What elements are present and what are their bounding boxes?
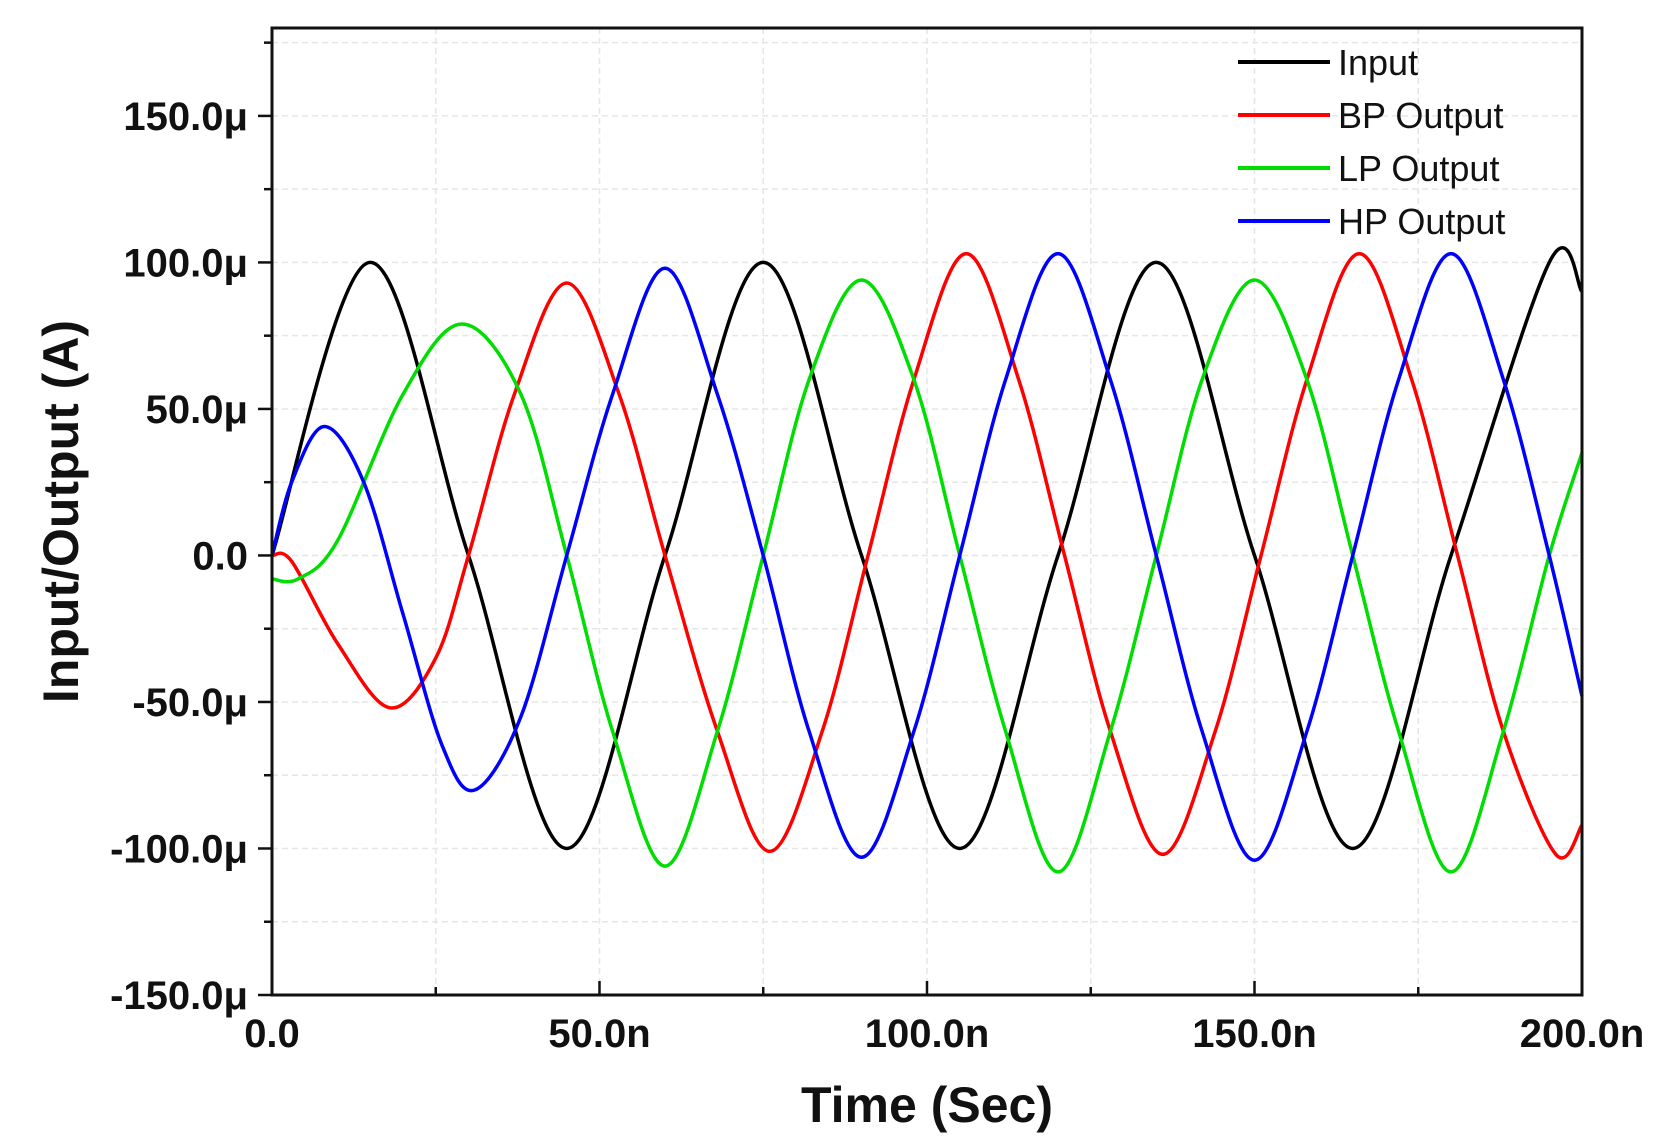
- y-tick-label: -50.0μ: [132, 681, 248, 725]
- series-layer: [270, 246, 1584, 874]
- x-tick-label: 0.0: [244, 1012, 300, 1056]
- x-tick-label: 150.0n: [1192, 1012, 1317, 1056]
- grid-lines: [272, 28, 1582, 995]
- x-axis-title: Time (Sec): [801, 1077, 1053, 1133]
- series-line-input: [270, 246, 1584, 851]
- y-tick-label: 0.0: [192, 534, 248, 578]
- axis-ticks: [258, 41, 1584, 997]
- x-tick-label: 100.0n: [865, 1012, 990, 1056]
- x-tick-label: 200.0n: [1520, 1012, 1645, 1056]
- legend-label-input: Input: [1338, 42, 1418, 83]
- y-tick-label: -100.0μ: [110, 827, 248, 871]
- y-tick-label: -150.0μ: [110, 974, 248, 1018]
- y-axis-title: Input/Output (A): [33, 320, 89, 703]
- tick-labels: 0.0 50.0n 100.0n 150.0n 200.0n -150.0μ -100.0μ…: [110, 95, 1644, 1056]
- series-line-hp-output: [270, 251, 1584, 862]
- series-line-bp-output: [271, 251, 1584, 860]
- legend-label-hp-output: HP Output: [1338, 201, 1505, 242]
- y-tick-label: 150.0μ: [123, 95, 248, 139]
- x-tick-label: 50.0n: [548, 1012, 650, 1056]
- legend-label-bp-output: BP Output: [1338, 95, 1503, 136]
- legend-label-lp-output: LP Output: [1338, 148, 1499, 189]
- legend: Input BP Output LP Output HP Output: [1238, 42, 1505, 242]
- y-tick-label: 100.0μ: [123, 241, 248, 285]
- y-tick-label: 50.0μ: [146, 388, 248, 432]
